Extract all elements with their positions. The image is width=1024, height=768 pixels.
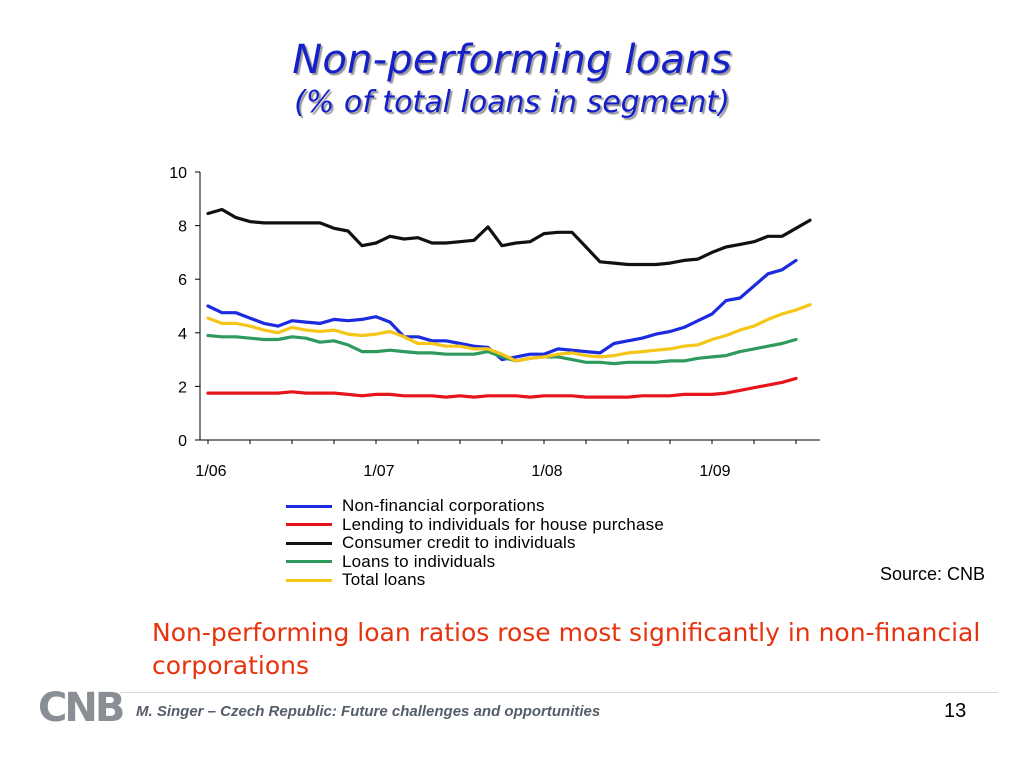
y-tick-label: 6 bbox=[178, 272, 187, 289]
y-tick-label: 2 bbox=[178, 379, 187, 396]
x-tick-label: 1/09 bbox=[699, 463, 730, 480]
footer-text: M. Singer – Czech Republic: Future chall… bbox=[136, 703, 601, 720]
series-line-loans-to-individuals bbox=[206, 333, 798, 366]
legend-swatch bbox=[286, 541, 332, 545]
legend-label: Lending to individuals for house purchas… bbox=[342, 514, 664, 534]
legend-item: Total loans bbox=[286, 571, 664, 590]
legend-item: Non-financial corporations bbox=[286, 497, 664, 516]
legend-swatch bbox=[286, 578, 332, 582]
series-line-total-loans bbox=[206, 303, 812, 363]
legend-label: Loans to individuals bbox=[342, 551, 496, 571]
x-tick-label: 1/07 bbox=[363, 463, 394, 480]
x-tick-label: 1/08 bbox=[531, 463, 562, 480]
legend-label: Non-financial corporations bbox=[342, 496, 545, 516]
y-tick-label: 0 bbox=[178, 433, 187, 450]
slide-title-block: Non-performing loans (% of total loans i… bbox=[0, 36, 1024, 122]
page-number: 13 bbox=[944, 700, 967, 722]
legend-item: Lending to individuals for house purchas… bbox=[286, 514, 664, 535]
legend-item: Consumer credit to individuals bbox=[286, 534, 664, 553]
series-line-non-financial-corporations bbox=[206, 258, 798, 362]
y-tick-label: 10 bbox=[169, 165, 187, 182]
series-line-consumer-credit-to-individuals bbox=[206, 207, 812, 267]
slide-title: Non-performing loans bbox=[292, 37, 732, 83]
slide-subtitle: (% of total loans in segment) bbox=[294, 85, 730, 120]
cnb-logo: CNB bbox=[38, 685, 125, 731]
legend-label: Consumer credit to individuals bbox=[342, 533, 576, 553]
series-line-lending-to-individuals-for-house-purchase bbox=[206, 376, 798, 399]
y-tick-label: 8 bbox=[178, 219, 187, 236]
y-tick-label: 4 bbox=[178, 326, 187, 343]
legend-swatch bbox=[286, 523, 332, 527]
chart-legend: Non-financial corporations Lending to ind… bbox=[286, 497, 664, 590]
source-note: Source: CNB bbox=[879, 564, 985, 584]
takeaway-text: Non-performing loan ratios rose most sig… bbox=[152, 618, 981, 680]
legend-swatch bbox=[286, 560, 332, 564]
legend-label: Total loans bbox=[342, 570, 426, 590]
legend-swatch bbox=[286, 504, 332, 508]
footer-divider bbox=[120, 692, 998, 693]
x-tick-label: 1/06 bbox=[195, 463, 226, 480]
line-chart: 0 2 4 6 8 10 1/06 1/07 1/08 1/09 bbox=[169, 165, 820, 480]
legend-item: Loans to individuals bbox=[286, 551, 664, 572]
